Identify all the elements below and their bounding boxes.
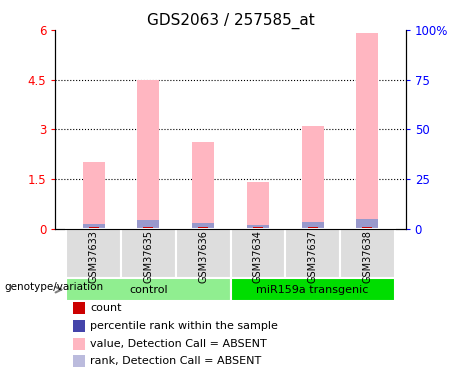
Text: genotype/variation: genotype/variation	[5, 282, 104, 292]
Bar	[143, 227, 154, 228]
FancyBboxPatch shape	[285, 228, 340, 278]
FancyBboxPatch shape	[66, 278, 230, 302]
Bar	[89, 227, 99, 228]
FancyBboxPatch shape	[230, 228, 285, 278]
FancyBboxPatch shape	[66, 228, 121, 278]
Bar	[307, 227, 318, 228]
Text: GSM37634: GSM37634	[253, 230, 263, 283]
Text: value, Detection Call = ABSENT: value, Detection Call = ABSENT	[90, 339, 267, 349]
FancyBboxPatch shape	[230, 278, 395, 302]
Bar	[192, 142, 214, 228]
Bar	[247, 225, 269, 228]
FancyBboxPatch shape	[176, 228, 230, 278]
Bar	[83, 162, 105, 228]
Bar	[137, 220, 160, 228]
Text: miR159a transgenic: miR159a transgenic	[256, 285, 369, 295]
FancyBboxPatch shape	[121, 228, 176, 278]
Bar	[198, 227, 208, 228]
FancyBboxPatch shape	[340, 228, 395, 278]
Text: GSM37636: GSM37636	[198, 230, 208, 283]
Bar	[301, 126, 324, 228]
Text: count: count	[90, 303, 122, 313]
Text: GSM37635: GSM37635	[143, 230, 154, 283]
Text: GSM37638: GSM37638	[362, 230, 372, 283]
Bar	[73, 355, 85, 367]
Bar	[83, 224, 105, 228]
Text: GSM37637: GSM37637	[307, 230, 318, 283]
Bar	[362, 227, 372, 228]
Text: rank, Detection Call = ABSENT: rank, Detection Call = ABSENT	[90, 356, 261, 366]
Bar	[247, 182, 269, 228]
Bar	[301, 222, 324, 228]
Text: control: control	[129, 285, 168, 295]
Bar	[192, 223, 214, 228]
Bar	[253, 227, 263, 228]
Bar	[73, 302, 85, 314]
Bar	[356, 219, 378, 228]
Text: percentile rank within the sample: percentile rank within the sample	[90, 321, 278, 331]
Bar	[356, 33, 378, 228]
Title: GDS2063 / 257585_at: GDS2063 / 257585_at	[147, 12, 314, 28]
Bar	[73, 320, 85, 332]
Bar	[73, 338, 85, 350]
Bar	[137, 80, 160, 228]
Text: GSM37633: GSM37633	[89, 230, 99, 283]
